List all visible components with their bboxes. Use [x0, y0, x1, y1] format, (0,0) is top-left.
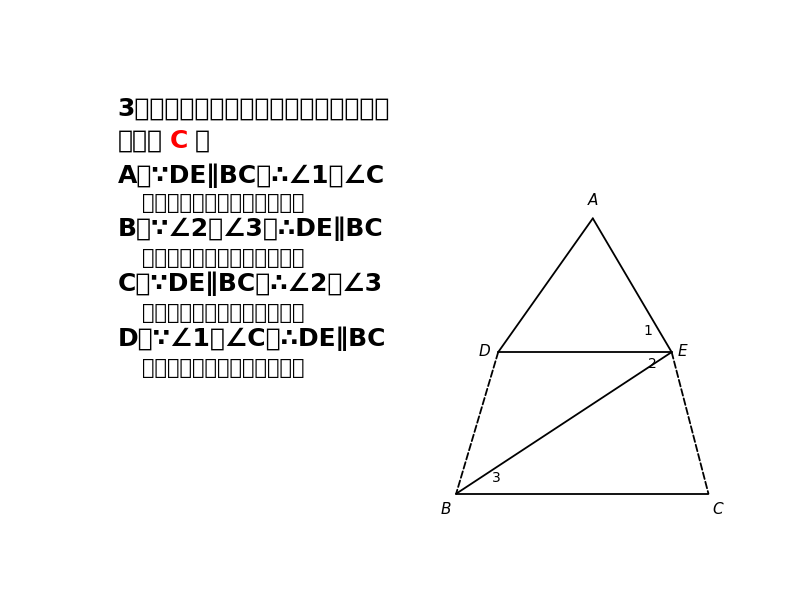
Text: 3、如图所示，下列推理及所注理由正确: 3、如图所示，下列推理及所注理由正确	[118, 97, 390, 121]
Text: （同位角相等，两直线平行）: （同位角相等，两直线平行）	[142, 193, 305, 213]
Text: C: C	[712, 502, 723, 517]
Text: A、∵DE∥BC，∴∠1＝∠C: A、∵DE∥BC，∴∠1＝∠C	[118, 163, 385, 188]
Text: 1: 1	[644, 324, 653, 339]
Text: 2: 2	[648, 356, 657, 371]
Text: C: C	[170, 129, 188, 153]
Text: 的是（: 的是（	[118, 129, 163, 153]
Text: D、∵∠1＝∠C，∴DE∥BC: D、∵∠1＝∠C，∴DE∥BC	[118, 326, 386, 350]
Text: 3: 3	[491, 471, 500, 485]
Text: A: A	[588, 193, 598, 208]
Text: B、∵∠2＝∠3，∴DE∥BC: B、∵∠2＝∠3，∴DE∥BC	[118, 216, 384, 241]
Text: E: E	[678, 344, 688, 359]
Text: （同位角相等，两直线平行）: （同位角相等，两直线平行）	[142, 248, 305, 268]
Text: （两直线平行，内错角相等）: （两直线平行，内错角相等）	[142, 303, 305, 323]
Text: D: D	[479, 344, 491, 359]
Text: ）: ）	[195, 129, 210, 153]
Text: C、∵DE∥BC，∴∠2＝∠3: C、∵DE∥BC，∴∠2＝∠3	[118, 271, 383, 296]
Text: （两直线平行，同位角相等）: （两直线平行，同位角相等）	[142, 358, 305, 378]
Text: B: B	[441, 502, 451, 517]
